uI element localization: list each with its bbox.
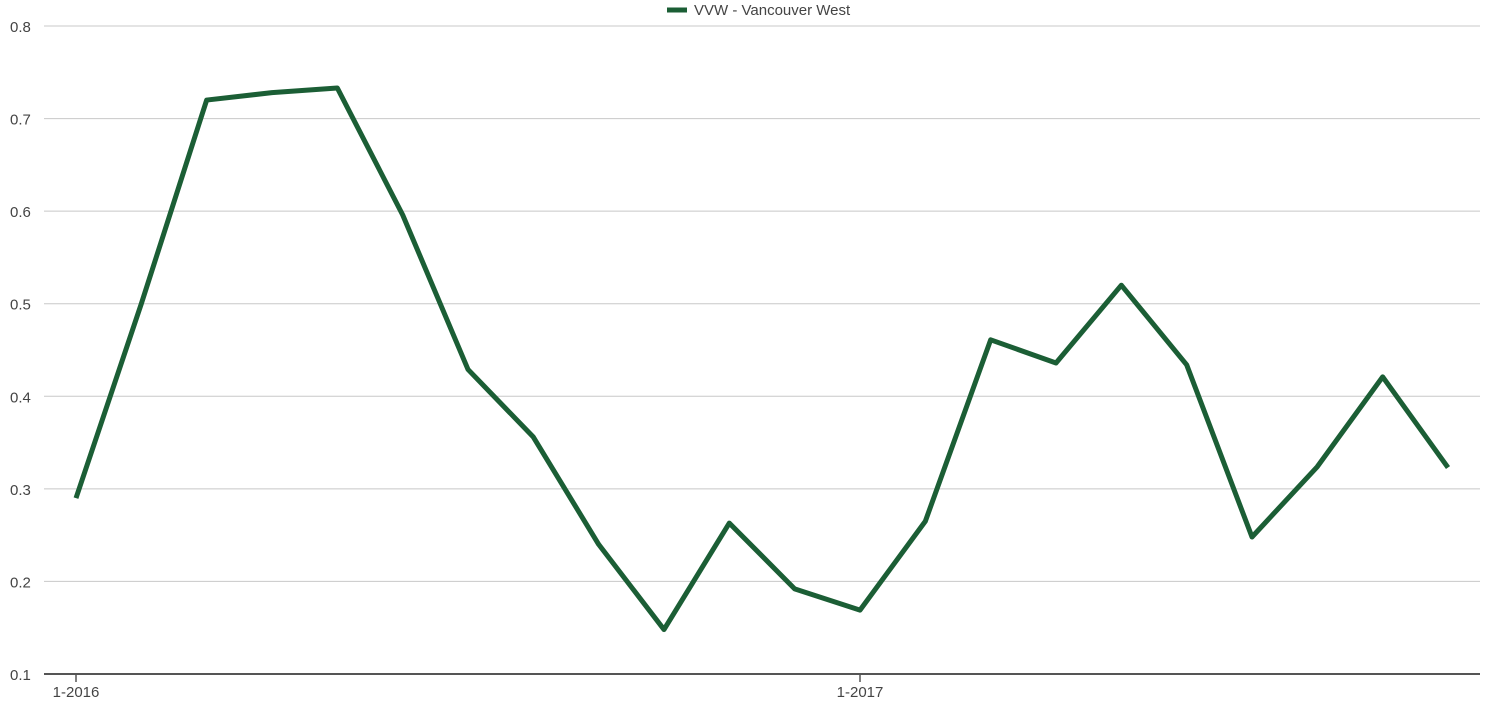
y-tick-label: 0.5: [10, 297, 31, 314]
y-tick-label: 0.8: [10, 19, 31, 36]
x-tick-label: 1-2016: [53, 684, 100, 701]
y-tick-label: 0.1: [10, 667, 31, 684]
y-tick-label: 0.4: [10, 389, 31, 406]
series-line: [73, 85, 1451, 633]
legend-label: VVW - Vancouver West: [694, 2, 851, 19]
x-tick-label: 1-2017: [837, 684, 884, 701]
y-tick-label: 0.3: [10, 482, 31, 499]
y-tick-label: 0.2: [10, 574, 31, 591]
y-tick-label: 0.7: [10, 112, 31, 129]
y-tick-label: 0.6: [10, 204, 31, 221]
